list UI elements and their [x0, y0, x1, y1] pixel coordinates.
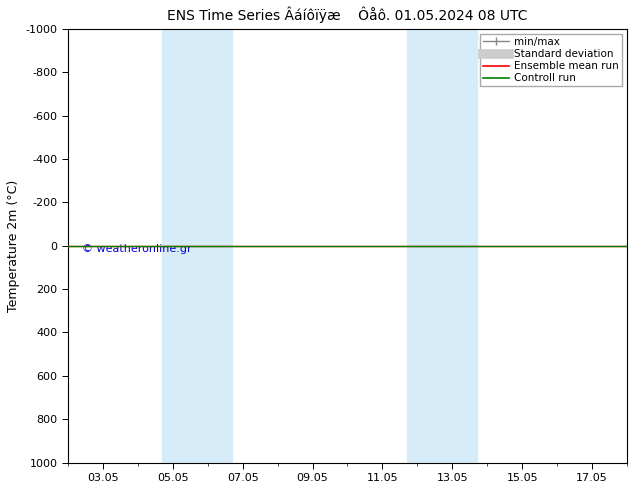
Title: ENS Time Series Âáíôïÿæ    Ôåô. 01.05.2024 08 UTC: ENS Time Series Âáíôïÿæ Ôåô. 01.05.2024 … [167, 7, 527, 24]
Legend: min/max, Standard deviation, Ensemble mean run, Controll run: min/max, Standard deviation, Ensemble me… [479, 34, 622, 87]
Y-axis label: Temperature 2m (°C): Temperature 2m (°C) [7, 179, 20, 312]
Bar [407, 29, 477, 463]
Text: © weatheronline.gr: © weatheronline.gr [82, 244, 191, 253]
Bar [162, 29, 232, 463]
